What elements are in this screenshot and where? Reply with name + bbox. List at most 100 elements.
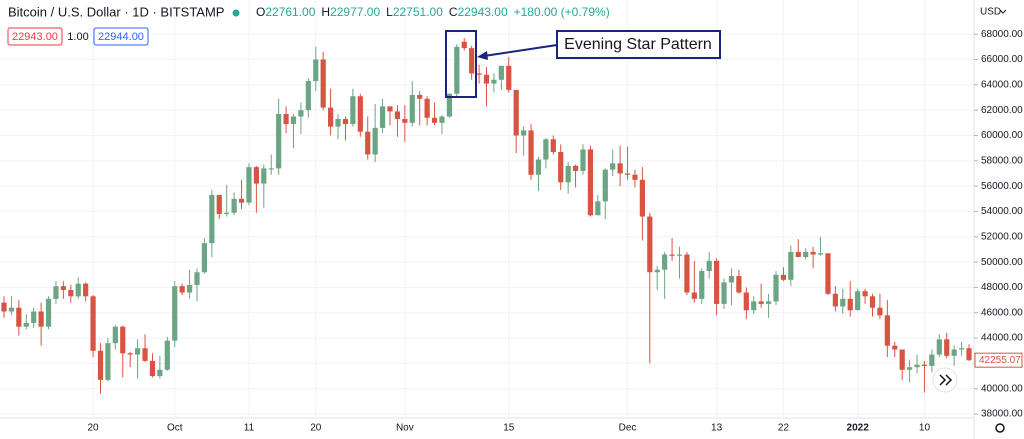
candle-body <box>253 167 259 184</box>
ohlc-value: 22943.00 <box>458 5 508 19</box>
candle-body <box>958 348 965 350</box>
candle-body <box>8 307 15 312</box>
candle-body <box>23 322 29 327</box>
sell-price[interactable]: 22943.00 <box>12 31 58 43</box>
candle-body <box>869 296 876 308</box>
candle-body <box>454 46 460 94</box>
candle-body <box>350 96 356 125</box>
currency-dropdown[interactable] <box>999 9 1007 14</box>
candle-body <box>38 311 44 327</box>
candle-body <box>565 165 571 183</box>
ohlc-key: C <box>449 5 458 19</box>
scroll-icon <box>939 374 953 386</box>
ohlc-value: 22977.00 <box>330 5 380 19</box>
candle-body <box>714 260 720 304</box>
x-tick-label: 10 <box>919 423 931 434</box>
candle-body <box>261 168 267 184</box>
candle-body <box>60 286 66 290</box>
candle-body <box>624 173 631 175</box>
candle-body <box>298 110 304 117</box>
candle-body <box>135 348 141 355</box>
candle-body <box>803 251 809 258</box>
change: +180.00 (+0.79%) <box>514 5 610 19</box>
ohlc-value: 22761.00 <box>265 5 315 19</box>
candle-body <box>439 116 445 123</box>
buy-price[interactable]: 22944.00 <box>98 31 144 43</box>
candle-body <box>68 289 74 297</box>
candle-body <box>387 106 393 112</box>
candle-body <box>379 106 386 128</box>
candle-body <box>595 201 601 216</box>
candle-body <box>810 251 816 255</box>
candle-body <box>1 302 7 312</box>
candle-body <box>201 243 208 273</box>
x-tick-label: 15 <box>503 423 515 434</box>
candle-body <box>610 163 616 170</box>
y-tick-label: 46000.00 <box>981 307 1023 318</box>
candle-body <box>758 301 764 304</box>
candle-body <box>216 195 222 214</box>
x-tick-label: 20 <box>88 423 100 434</box>
candle-body <box>899 349 905 370</box>
candle-body <box>929 354 935 366</box>
candle-body <box>224 212 230 214</box>
candle-body <box>45 298 52 327</box>
y-tick-label: 48000.00 <box>981 282 1023 293</box>
candle-body <box>409 94 415 123</box>
candle-body <box>476 73 482 75</box>
y-tick-label: 64000.00 <box>981 79 1023 90</box>
sell-button[interactable] <box>7 27 63 46</box>
candle-body <box>372 127 378 155</box>
candle-body <box>328 107 334 127</box>
candle-body <box>743 292 749 311</box>
candle-body <box>149 360 156 377</box>
candle-body <box>914 364 920 368</box>
x-tick-label: 22 <box>778 423 790 434</box>
candle-body <box>127 353 133 355</box>
candle-body <box>97 350 104 380</box>
candle-body <box>543 139 549 160</box>
candle-body <box>862 291 868 297</box>
candle-body <box>966 348 972 361</box>
buy-button[interactable] <box>93 27 149 46</box>
candle-body <box>907 367 913 370</box>
y-tick-label: 44000.00 <box>981 333 1023 344</box>
y-tick-label: 50000.00 <box>981 257 1023 268</box>
candle-body <box>647 216 653 273</box>
candle-body <box>728 276 735 283</box>
candle-body <box>120 326 126 354</box>
candle-body <box>268 168 274 170</box>
candle-body <box>884 315 890 346</box>
candle-body <box>936 339 942 355</box>
candle-body <box>817 253 824 255</box>
y-tick-label: 68000.00 <box>981 29 1023 40</box>
ohlc-key: L <box>386 5 393 19</box>
candle-body <box>461 41 467 49</box>
candle-body <box>469 48 475 74</box>
candle-body <box>773 274 779 302</box>
candle-body <box>558 151 564 183</box>
candle-body <box>402 119 408 123</box>
candle-body <box>602 169 608 202</box>
candle-body <box>231 198 237 213</box>
candle-body <box>617 163 623 174</box>
candle-body <box>684 254 690 293</box>
candle-body <box>313 59 319 82</box>
candle-body <box>528 130 534 175</box>
y-tick-label: 38000.00 <box>981 409 1023 420</box>
y-tick-label: 66000.00 <box>981 54 1023 65</box>
candle-body <box>342 119 349 125</box>
candle-body <box>276 113 282 169</box>
candle-body <box>654 269 660 273</box>
settings-button[interactable] <box>995 423 1005 433</box>
candle-body <box>16 307 22 327</box>
candle-body <box>83 283 89 297</box>
currency-label[interactable]: USD <box>980 7 1001 18</box>
candle-body <box>75 283 81 297</box>
candle-body <box>721 282 727 304</box>
candle-body <box>491 79 497 84</box>
candle-body <box>639 179 645 217</box>
candle-body <box>535 159 542 175</box>
candle-body <box>580 149 586 171</box>
candle-body <box>305 81 311 111</box>
